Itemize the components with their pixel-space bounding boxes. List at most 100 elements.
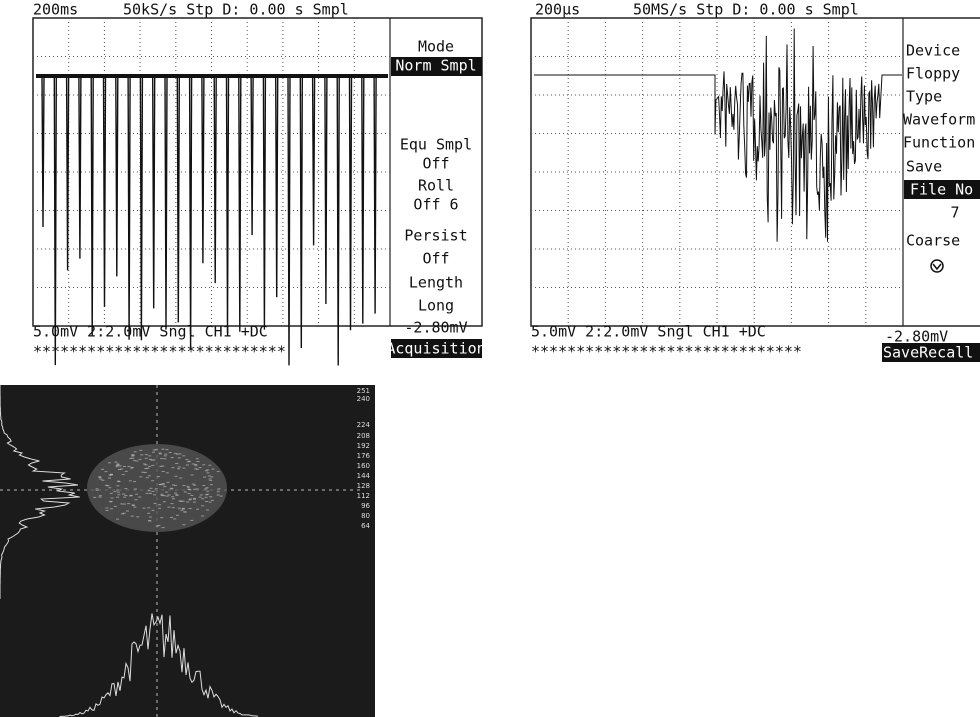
speckle <box>210 484 213 485</box>
speckle <box>160 517 163 518</box>
menu-item[interactable]: Length <box>409 274 463 292</box>
footer: 5.0mV 2:2.0mV Sngl CH1 +DC <box>33 323 268 341</box>
speckle <box>162 527 165 528</box>
menu-item[interactable]: Norm Smpl <box>395 57 476 75</box>
speckle <box>182 524 185 525</box>
speckle <box>104 471 107 472</box>
speckle <box>189 499 192 500</box>
speckle <box>199 467 202 468</box>
speckle <box>146 468 149 469</box>
speckle <box>187 486 190 487</box>
speckle <box>208 465 211 466</box>
speckle <box>166 496 169 497</box>
speckle <box>201 498 204 499</box>
speckle <box>190 495 193 496</box>
speckle <box>210 476 213 477</box>
speckle <box>126 510 129 511</box>
speckle <box>118 469 121 470</box>
menu-item[interactable]: Type <box>906 88 942 106</box>
speckle <box>149 493 152 494</box>
speckle <box>108 487 111 488</box>
speckle <box>209 496 212 497</box>
speckle <box>158 453 161 454</box>
speckle <box>164 454 167 455</box>
speckle <box>217 488 220 489</box>
menu-item[interactable]: Device <box>906 42 960 60</box>
menu-item[interactable]: Equ Smpl <box>400 136 472 154</box>
speckle <box>178 467 181 468</box>
speckle <box>193 489 196 490</box>
speckle <box>138 496 141 497</box>
speckle <box>211 469 214 470</box>
scale-label: 192 <box>357 442 370 450</box>
speckle <box>177 468 180 469</box>
speckle <box>217 491 220 492</box>
speckle <box>108 462 111 463</box>
speckle <box>125 471 128 472</box>
speckle <box>151 510 154 511</box>
speckle <box>147 513 150 514</box>
speckle <box>140 454 143 455</box>
page: 200ms 50kS/s Stp D: 0.00 s Smpl Mode Nor… <box>0 0 980 717</box>
speckle <box>110 501 113 502</box>
speckle <box>119 465 122 466</box>
speckle <box>172 507 175 508</box>
scale-label: 160 <box>357 462 370 470</box>
speckle <box>133 481 136 482</box>
speckle <box>110 508 113 509</box>
scale-label: 96 <box>361 502 370 510</box>
speckle <box>178 508 181 509</box>
speckle <box>206 469 209 470</box>
scale-label: 128 <box>357 482 370 490</box>
scale-label: 112 <box>357 492 370 500</box>
menu-item[interactable]: Mode <box>418 38 454 56</box>
menu-item[interactable]: Coarse <box>906 232 960 250</box>
scale-label: 208 <box>357 432 370 440</box>
speckle <box>123 504 126 505</box>
menu-item[interactable]: Long <box>418 297 454 315</box>
speckle <box>110 493 113 494</box>
histogram-image: 251240224208192176160144128112968064 <box>0 385 375 717</box>
menu-item[interactable]: Roll <box>418 177 454 195</box>
speckle <box>164 455 167 456</box>
menu-item[interactable]: Function <box>903 134 975 152</box>
speckle <box>182 468 185 469</box>
menu-title: SaveRecall <box>883 344 973 362</box>
speckle <box>175 494 178 495</box>
menu-item[interactable]: Off <box>422 250 449 268</box>
speckle <box>151 465 154 466</box>
menu-item[interactable]: Off 6 <box>413 196 458 214</box>
speckle <box>139 459 142 460</box>
speckle <box>199 497 202 498</box>
menu-item[interactable]: File No <box>910 181 973 199</box>
speckle <box>166 472 169 473</box>
speckle <box>206 491 209 492</box>
menu-item[interactable]: Save <box>906 158 942 176</box>
speckle <box>172 498 175 499</box>
speckle <box>129 495 132 496</box>
speckle <box>167 507 170 508</box>
speckle <box>217 471 220 472</box>
speckle <box>160 494 163 495</box>
speckle <box>151 480 154 481</box>
speckle <box>135 494 138 495</box>
speckle <box>186 501 189 502</box>
menu-item[interactable]: Floppy <box>906 65 960 83</box>
menu-item[interactable]: 7 <box>950 204 959 222</box>
speckle <box>201 515 204 516</box>
menu-item[interactable]: Off <box>422 155 449 173</box>
speckle <box>174 493 177 494</box>
speckle <box>186 465 189 466</box>
speckle <box>173 518 176 519</box>
speckle <box>191 474 194 475</box>
speckle <box>157 476 160 477</box>
speckle <box>174 476 177 477</box>
speckle <box>190 520 193 521</box>
speckle <box>161 495 164 496</box>
menu-item[interactable]: Persist <box>404 227 467 245</box>
speckle <box>122 474 125 475</box>
speckle <box>220 496 223 497</box>
menu-item[interactable]: Waveform <box>903 111 975 129</box>
speckle <box>163 486 166 487</box>
speckle <box>158 508 161 509</box>
